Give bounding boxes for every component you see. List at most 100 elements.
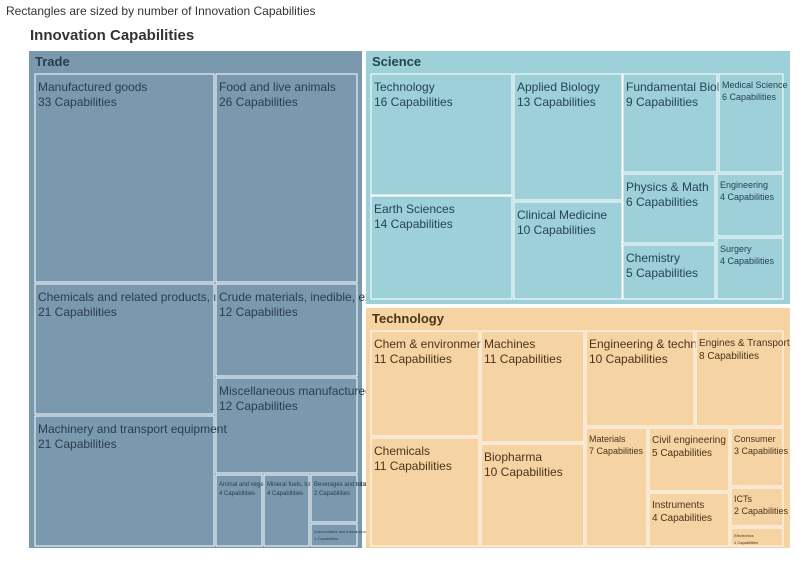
treemap-tile[interactable]: Commodities and transactions n.e.s. 1 Cap…	[310, 523, 379, 547]
treemap-tile[interactable]: Engineering 4 Capabilities	[716, 173, 784, 237]
tile-value: 2 Capabilities	[734, 506, 789, 516]
tile-rect-chemicals-and-related-products-n-e-s[interactable]	[34, 283, 215, 415]
tile-rect-chemicals[interactable]	[370, 437, 480, 547]
treemap-tile[interactable]: Surgery 4 Capabilities	[716, 237, 784, 300]
tile-rect-clinical-medicine[interactable]	[513, 201, 623, 300]
tile-rect-fundamental-biology[interactable]	[622, 73, 718, 173]
tile-rect-engineering[interactable]	[716, 173, 784, 237]
tile-rect-civil-engineering[interactable]	[648, 427, 730, 492]
tile-rect-physics-math[interactable]	[622, 173, 716, 244]
tile-name: Manufactured goods	[38, 80, 147, 94]
tile-value: 4 Capabilities	[720, 256, 775, 266]
tile-value: 1 Capabilities	[314, 536, 338, 541]
tile-name: Engines & Transport	[699, 338, 790, 349]
treemap-tile[interactable]: Materials 7 Capabilities	[585, 427, 648, 547]
chart-subtitle: Rectangles are sized by number of Innova…	[6, 4, 316, 18]
tile-rect-biopharma[interactable]	[480, 443, 585, 547]
tile-value: 21 Capabilities	[38, 437, 117, 451]
group-header-technology: Technology	[372, 311, 445, 326]
tile-rect-miscellaneous-manufactured-articles[interactable]	[215, 377, 358, 474]
group-header-science: Science	[372, 54, 421, 69]
treemap-tile[interactable]: Electronics 1 Capabilities	[730, 527, 784, 547]
tile-name: Instruments	[652, 500, 704, 511]
tile-name: Physics & Math	[626, 180, 709, 194]
tile-rect-manufactured-goods[interactable]	[34, 73, 215, 283]
tile-rect-food-and-live-animals[interactable]	[215, 73, 358, 283]
tile-value: 11 Capabilities	[374, 352, 452, 366]
chart-title: Innovation Capabilities	[30, 27, 195, 44]
treemap-tile[interactable]: Civil engineering 5 Capabilities	[648, 427, 730, 492]
tile-name: Food and live animals	[219, 80, 336, 94]
tile-rect-surgery[interactable]	[716, 237, 784, 300]
tile-name: Chem & environment	[374, 337, 487, 351]
tile-rect-machines[interactable]	[480, 330, 585, 443]
tile-name: Miscellaneous manufactured articles	[219, 384, 413, 398]
tile-rect-commodities-and-transactions-n-e-s[interactable]	[310, 523, 358, 547]
treemap-tile[interactable]: Engines & Transport 8 Capabilities	[695, 330, 790, 427]
tile-name: Commodities and transactions n.e.s.	[314, 529, 379, 534]
tile-rect-electronics[interactable]	[730, 527, 784, 547]
treemap-tile[interactable]: Instruments 4 Capabilities	[648, 492, 730, 547]
treemap-tile[interactable]: Consumer 3 Capabilities	[730, 427, 789, 487]
tile-rect-consumer[interactable]	[730, 427, 784, 487]
tile-value: 2 Capabilities	[314, 491, 350, 497]
tile-value: 11 Capabilities	[374, 459, 452, 473]
tile-value: 10 Capabilities	[484, 465, 563, 479]
tile-name: Civil engineering	[652, 435, 726, 446]
tile-rect-chemistry[interactable]	[622, 244, 716, 300]
tile-value: 14 Capabilities	[374, 217, 453, 231]
tile-rect-animal-and-vegetable-oils-fats-and-waxes[interactable]	[215, 474, 263, 547]
tile-rect-beverages-and-tobacco[interactable]	[310, 474, 358, 523]
tile-value: 26 Capabilities	[219, 95, 298, 109]
treemap-tile[interactable]: Beverages and tobacco 2 Capabilities	[310, 474, 378, 523]
tile-rect-medical-science[interactable]	[718, 73, 784, 173]
tile-name: Earth Sciences	[374, 202, 455, 216]
tile-rect-technology[interactable]	[370, 73, 513, 196]
tile-value: 9 Capabilities	[626, 95, 698, 109]
tile-value: 4 Capabilities	[219, 491, 255, 497]
treemap-tile[interactable]: ICTs 2 Capabilities	[730, 487, 789, 527]
treemap-tile[interactable]: Medical Science 6 Capabilities	[718, 73, 788, 173]
tile-name: Electronics	[734, 533, 754, 538]
tile-rect-engines-transport[interactable]	[695, 330, 784, 427]
tile-value: 4 Capabilities	[720, 192, 775, 202]
tile-rect-crude-materials-inedible-except-fuels[interactable]	[215, 283, 358, 377]
tile-rect-mineral-fuels-lubricants-and-related-materials[interactable]	[263, 474, 310, 547]
tile-name: Fundamental Biology	[626, 80, 739, 94]
tile-rect-engineering-technology[interactable]	[585, 330, 695, 427]
tile-rect-earth-sciences[interactable]	[370, 195, 513, 300]
tile-name: Chemistry	[626, 251, 680, 265]
tile-rect-icts[interactable]	[730, 487, 784, 527]
tile-value: 16 Capabilities	[374, 95, 453, 109]
tile-name: Surgery	[720, 244, 752, 254]
tile-value: 6 Capabilities	[626, 195, 698, 209]
tile-rect-applied-biology[interactable]	[513, 73, 623, 201]
tile-rect-machinery-and-transport-equipment[interactable]	[34, 415, 215, 547]
treemap-tile[interactable]: Chemicals and related products, n.e.s.21…	[34, 283, 243, 415]
tile-rect-materials[interactable]	[585, 427, 648, 547]
tile-name: Technology	[374, 80, 435, 94]
tile-name: Machinery and transport equipment	[38, 422, 227, 436]
tile-value: 7 Capabilities	[589, 446, 644, 456]
tile-rect-instruments[interactable]	[648, 492, 730, 547]
tile-name: Engineering	[720, 180, 768, 190]
tile-rect-chem-environment[interactable]	[370, 330, 480, 437]
